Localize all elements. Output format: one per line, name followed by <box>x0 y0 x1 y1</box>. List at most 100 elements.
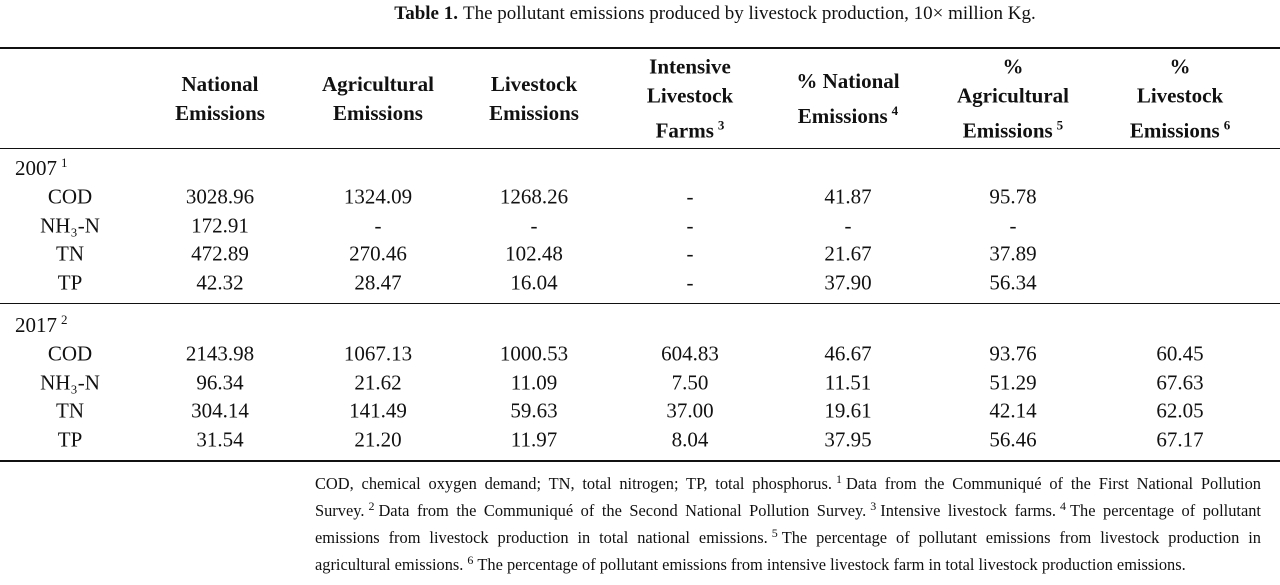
header-line: Agricultural <box>957 82 1069 111</box>
cell: 37.90 <box>824 270 872 295</box>
header-note: 3 <box>717 117 725 133</box>
footnote-mark: 6 <box>467 553 474 567</box>
cell: - <box>1009 213 1017 238</box>
cell: 11.09 <box>510 370 558 395</box>
row-label: TN <box>56 241 84 266</box>
row-label: TP <box>57 270 83 295</box>
group-note: 2 <box>61 312 68 327</box>
cell: 67.63 <box>1156 370 1204 395</box>
header-text: Agricultural <box>957 83 1069 108</box>
cell: 7.50 <box>671 370 709 395</box>
column-header: National Emissions <box>175 70 265 128</box>
footnote-text: Data from the Communiqué of the First Na… <box>315 474 1261 520</box>
header-text: Agricultural <box>322 72 434 96</box>
cell: 141.49 <box>349 398 407 423</box>
cell: 37.89 <box>989 241 1037 266</box>
header-text: Emissions <box>962 118 1053 143</box>
header-line: % <box>957 53 1069 82</box>
header-text: Intensive <box>649 54 731 79</box>
footnote-mark: 3 <box>870 499 877 513</box>
header-line: National <box>175 70 265 99</box>
cell: 3028.96 <box>185 184 255 209</box>
footnote-mark: 4 <box>1060 499 1067 513</box>
cell: 304.14 <box>191 398 249 423</box>
cell: 51.29 <box>989 370 1037 395</box>
cell: 28.47 <box>354 270 402 295</box>
group-note: 1 <box>61 155 68 170</box>
column-header: % Agricultural Emissions 5 <box>957 53 1069 146</box>
footnote-text: Data from the Communiqué of the Second N… <box>378 501 867 520</box>
cell: 270.46 <box>349 241 407 266</box>
header-line: Livestock <box>647 82 733 111</box>
header-text: Emissions <box>1129 118 1220 143</box>
column-header: Agricultural Emissions <box>322 70 434 128</box>
cell: 1067.13 <box>343 341 413 366</box>
cell: - <box>686 213 694 238</box>
header-text: Farms <box>655 118 714 143</box>
cell: 21.62 <box>354 370 402 395</box>
footnote-text: The percentage of pollutant emissions fr… <box>477 555 1186 574</box>
group-label: 2007 1 <box>15 155 68 181</box>
group-year: 2007 <box>15 156 57 180</box>
header-line: Farms 3 <box>647 111 733 146</box>
footnote-mark: 2 <box>368 499 375 513</box>
header-rule <box>0 148 1280 149</box>
cell: 21.67 <box>824 241 872 266</box>
cell: - <box>844 213 852 238</box>
header-line: Intensive <box>647 53 733 82</box>
footnote-text: The percentage of pollutant emissions fr… <box>315 528 1261 574</box>
header-text: National <box>181 72 259 96</box>
cell: - <box>374 213 382 238</box>
header-line: Livestock <box>1130 82 1230 111</box>
header-note: 5 <box>1056 117 1064 133</box>
row-label: COD <box>47 184 93 209</box>
header-text: Livestock <box>1136 83 1224 108</box>
cell: 604.83 <box>661 341 719 366</box>
cell: 11.51 <box>824 370 872 395</box>
header-line: % National <box>796 67 899 96</box>
cell: 16.04 <box>510 270 558 295</box>
cell: 21.20 <box>354 427 402 452</box>
group-label: 2017 2 <box>15 312 68 338</box>
header-text: Emissions <box>797 104 888 128</box>
caption: Table 1. The pollutant emissions produced… <box>0 3 1280 25</box>
cell: 42.14 <box>989 398 1037 423</box>
cell: 1000.53 <box>499 341 569 366</box>
header-note: 6 <box>1223 117 1231 133</box>
footnote-mark: 5 <box>771 526 778 540</box>
cell: 42.32 <box>196 270 244 295</box>
header-text: Emissions <box>333 101 423 125</box>
header-line: Emissions <box>489 99 579 128</box>
cell: 31.54 <box>196 427 244 452</box>
cell: 46.67 <box>824 341 872 366</box>
header-text: Emissions <box>175 101 265 125</box>
footnote-text: COD, chemical oxygen demand; TN, total n… <box>315 474 832 493</box>
cell: 8.04 <box>671 427 709 452</box>
top-rule <box>0 47 1280 49</box>
cell: - <box>530 213 538 238</box>
cell: 102.48 <box>505 241 563 266</box>
header-line: Emissions 4 <box>796 96 899 131</box>
header-line: % <box>1130 53 1230 82</box>
cell: 1268.26 <box>499 184 569 209</box>
group-rule <box>0 303 1280 304</box>
header-text: % National <box>796 69 900 93</box>
header-line: Emissions <box>322 99 434 128</box>
cell: 472.89 <box>191 241 249 266</box>
column-header: Intensive Livestock Farms 3 <box>647 53 733 146</box>
cell: 2143.98 <box>185 341 255 366</box>
row-label: NH₃-N <box>40 370 100 395</box>
cell: 172.91 <box>191 213 249 238</box>
header-note: 4 <box>891 103 899 118</box>
cell: 93.76 <box>989 341 1037 366</box>
header-line: Emissions <box>175 99 265 128</box>
footnote-mark: 1 <box>835 472 842 486</box>
footnote-text: The percentage of pollutant emissions fr… <box>315 501 1261 547</box>
caption-label: Table 1. <box>394 3 458 24</box>
cell: 60.45 <box>1156 341 1204 366</box>
cell: 67.17 <box>1156 427 1204 452</box>
header-text: Livestock <box>646 83 734 108</box>
row-label: TP <box>57 427 83 452</box>
cell: - <box>686 241 694 266</box>
